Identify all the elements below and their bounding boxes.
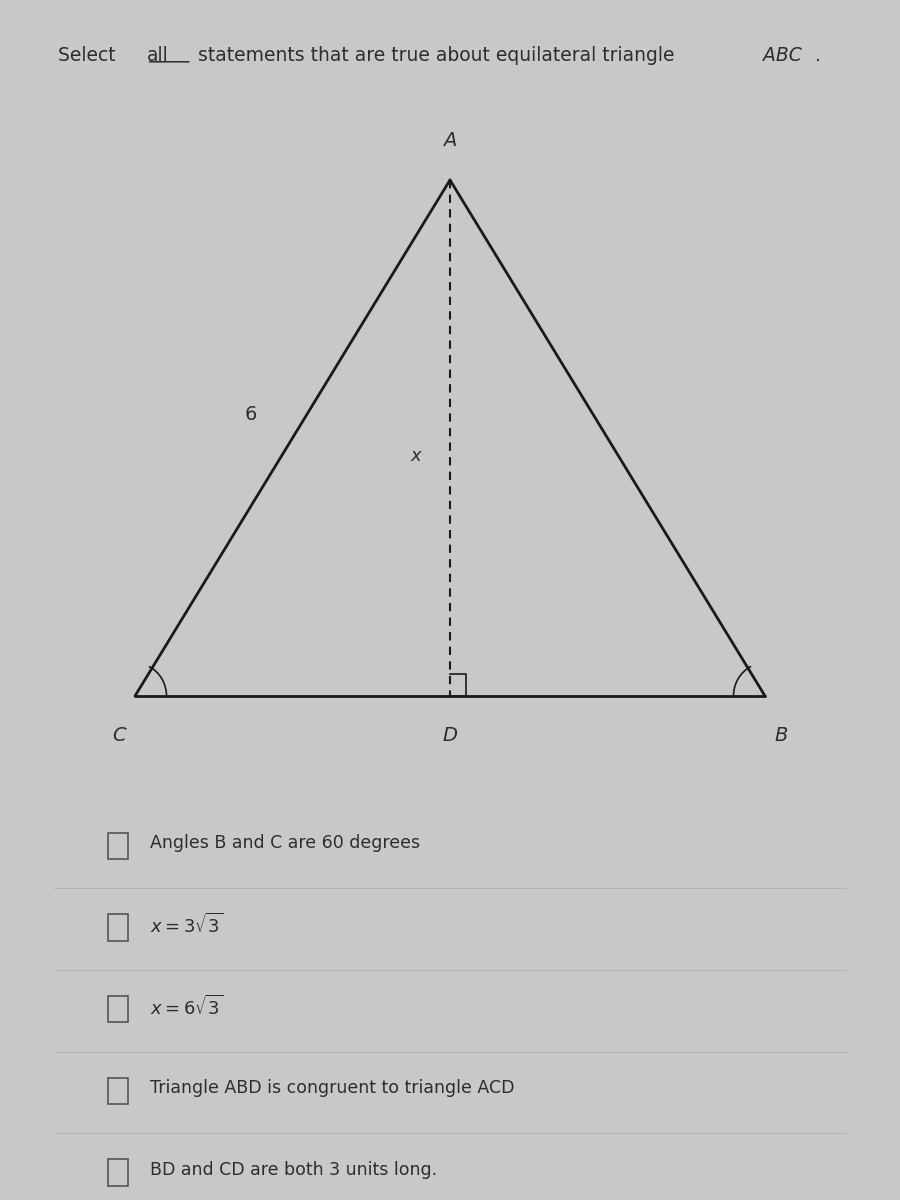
Text: Angles B and C are 60 degrees: Angles B and C are 60 degrees	[150, 834, 420, 852]
Text: D: D	[443, 726, 457, 745]
Text: .: .	[815, 46, 822, 65]
Text: statements that are true about equilateral triangle: statements that are true about equilater…	[192, 46, 680, 65]
Text: Triangle ABD is congruent to triangle ACD: Triangle ABD is congruent to triangle AC…	[150, 1079, 515, 1097]
Text: B: B	[774, 726, 788, 745]
Text: Select: Select	[58, 46, 122, 65]
Text: C: C	[112, 726, 126, 745]
Text: BD and CD are both 3 units long.: BD and CD are both 3 units long.	[150, 1160, 437, 1178]
Text: 6: 6	[244, 404, 256, 424]
Text: $x = 6\sqrt{3}$: $x = 6\sqrt{3}$	[150, 995, 223, 1019]
Text: A: A	[444, 131, 456, 150]
Text: x: x	[410, 446, 421, 464]
Text: $x = 3\sqrt{3}$: $x = 3\sqrt{3}$	[150, 913, 223, 937]
Text: ABC: ABC	[763, 46, 802, 65]
Text: all: all	[147, 46, 168, 65]
